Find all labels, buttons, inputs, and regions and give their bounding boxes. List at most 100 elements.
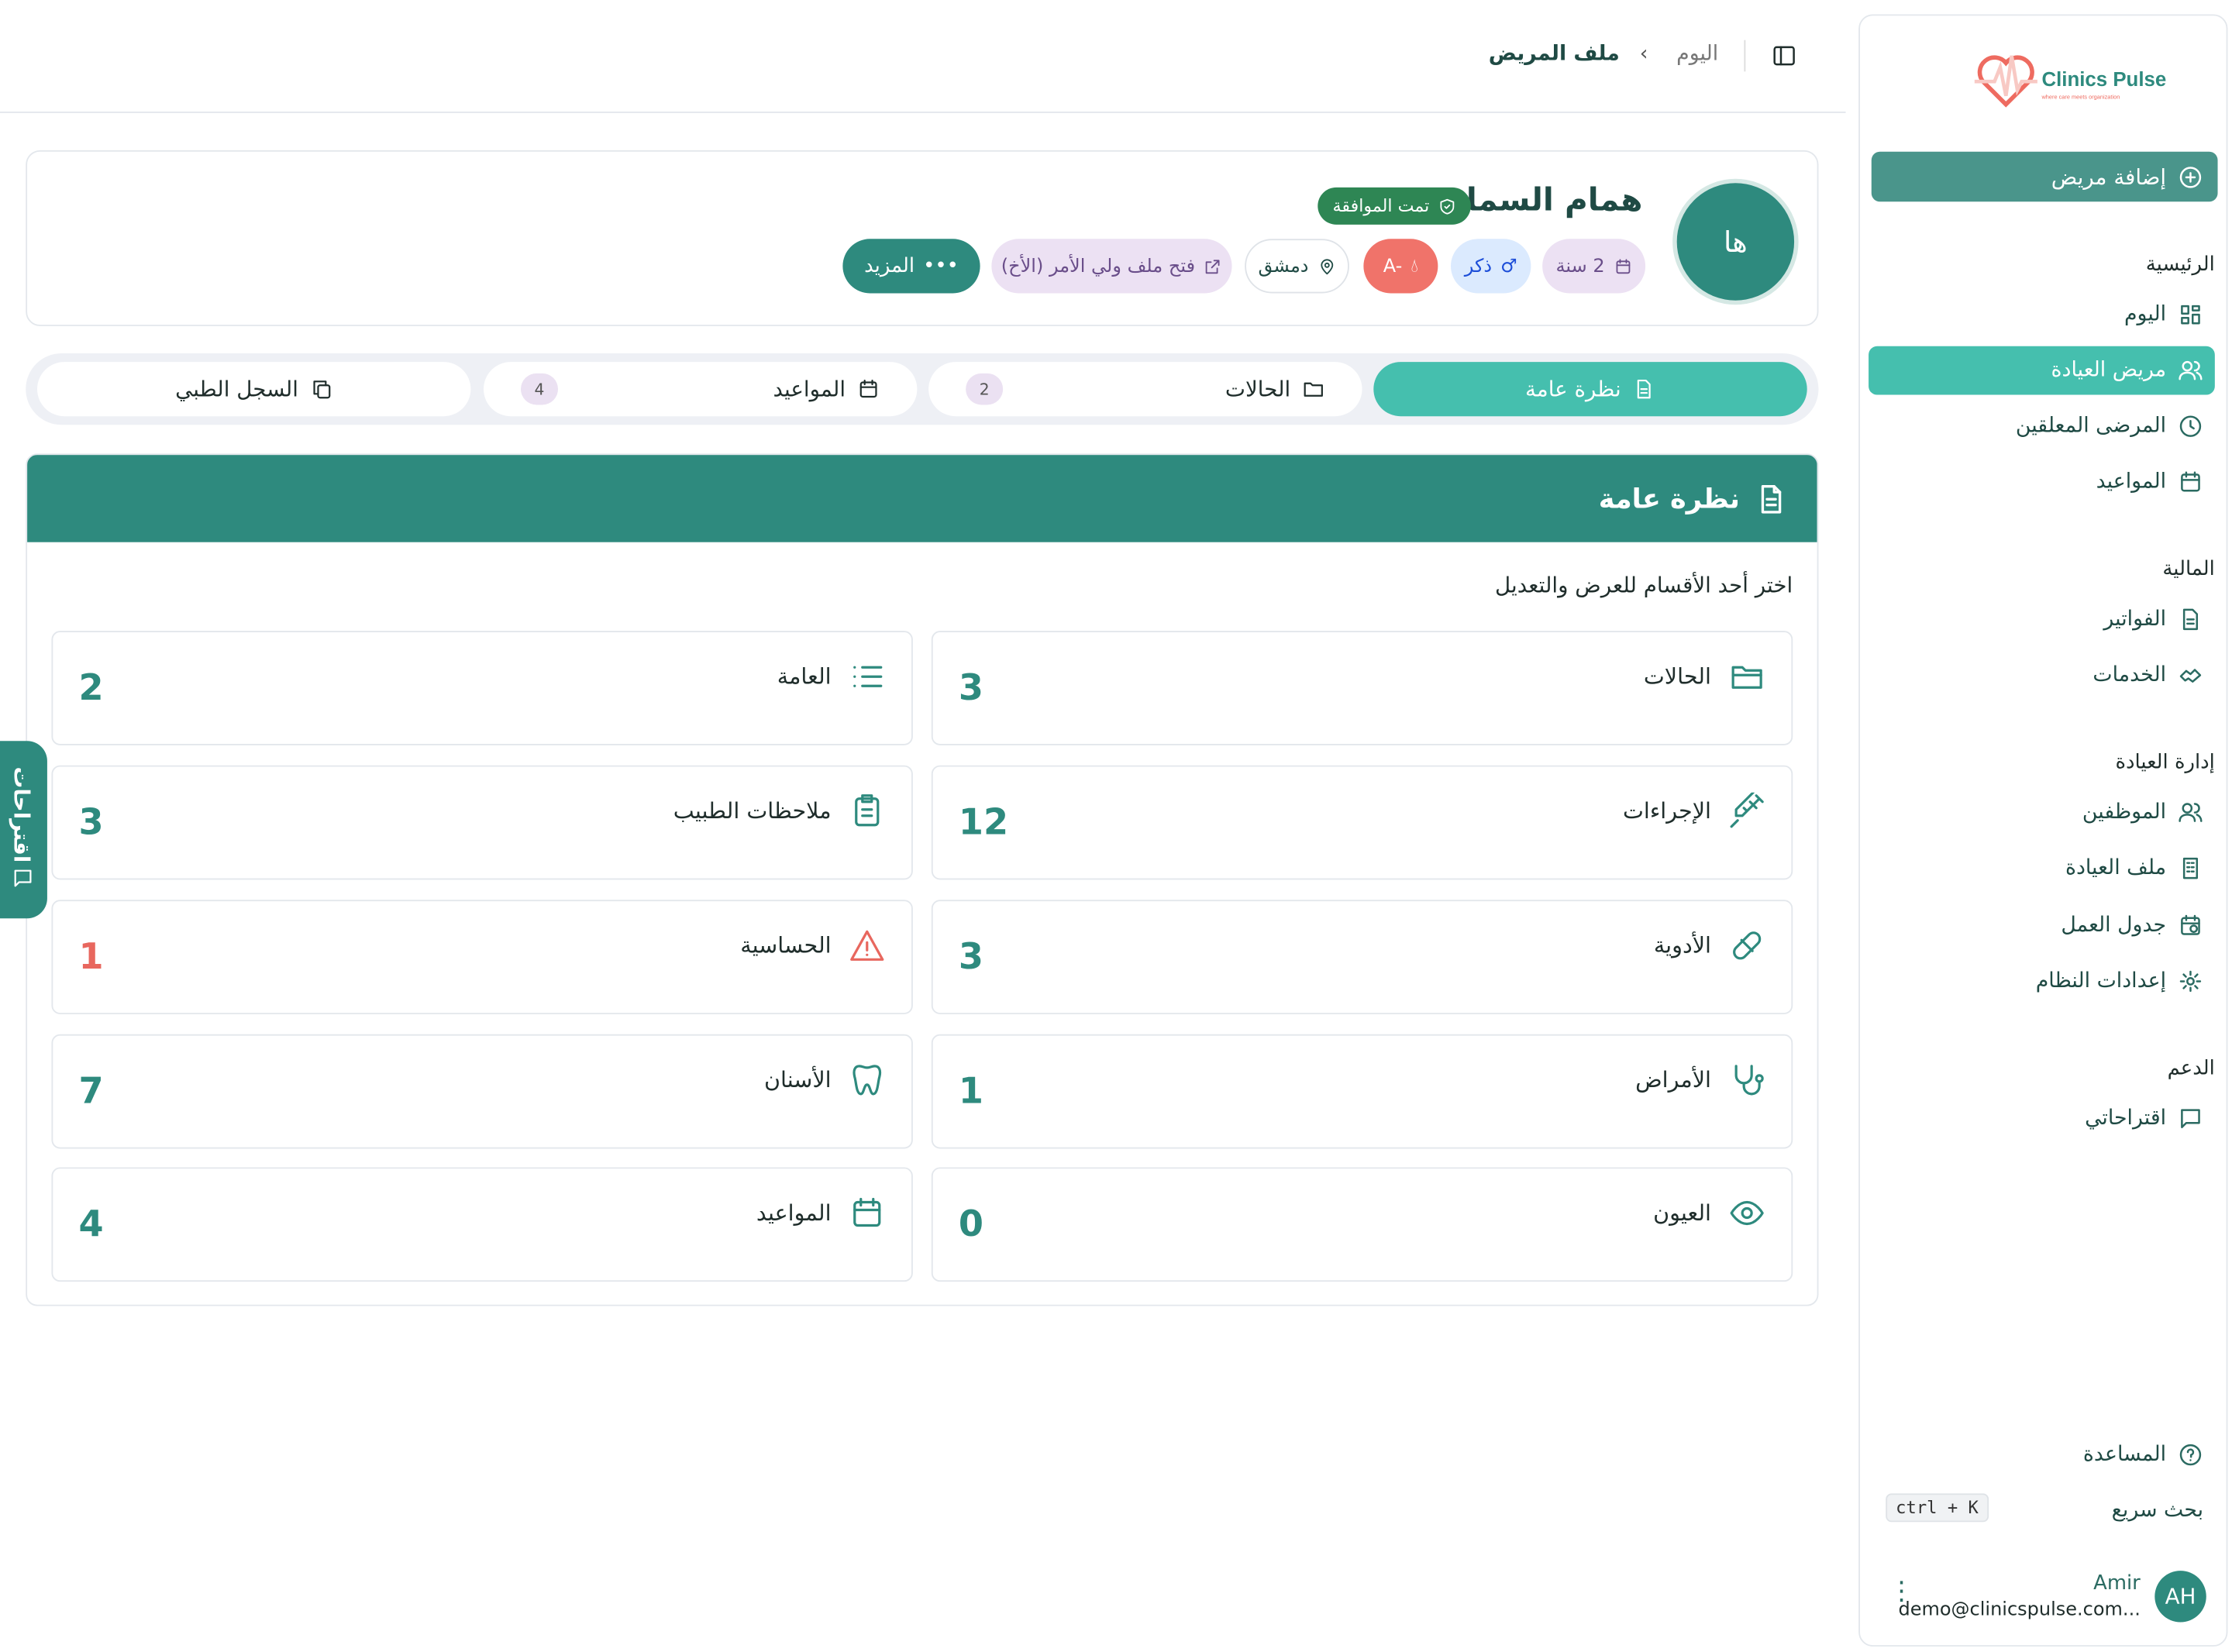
external-link-icon (1206, 259, 1221, 274)
tooth-icon (852, 1065, 882, 1096)
overview-card[interactable]: الحساسية 1 (51, 900, 913, 1014)
sidebar-item-my-suggestions[interactable]: اقتراحاتي (1869, 1094, 2215, 1143)
tab-medical-record[interactable]: السجل الطبي (36, 362, 471, 417)
handshake-icon (2179, 669, 2202, 683)
tab-overview[interactable]: نظرة عامة (1373, 362, 1807, 417)
sidebar-item-services[interactable]: الخدمات (1869, 651, 2215, 700)
gender-badge: ♂ ذكر (1450, 239, 1531, 294)
file-icon (1637, 379, 1651, 399)
heart-pulse-icon: Clinics Pulse where care meets organizat… (1974, 55, 2166, 108)
kebab-menu-icon[interactable]: ⋮ (1888, 1576, 1915, 1607)
card-label: الأسنان (763, 1067, 832, 1093)
overview-card[interactable]: المواعيد 4 (51, 1167, 913, 1282)
sidebar-item-label: اليوم (2124, 303, 2167, 326)
tab-label: السجل الطبي (175, 376, 298, 402)
sidebar: Clinics Pulse where care meets organizat… (1858, 14, 2228, 1647)
card-label: العيون (1653, 1199, 1711, 1227)
clipboard-icon (855, 794, 880, 827)
add-patient-button[interactable]: إضافة مريض (1871, 151, 2218, 202)
suggestions-side-tab[interactable]: اقتراحات (0, 741, 47, 919)
card-count: 3 (958, 935, 984, 977)
file-icon (2182, 608, 2199, 631)
card-header: الحساسية (740, 927, 885, 964)
top-header: ملف المريض ‹ اليوم (0, 0, 1846, 113)
overview-card[interactable]: الأسنان 7 (51, 1034, 913, 1149)
warning-icon (850, 930, 884, 961)
card-header: الأدوية (1654, 927, 1765, 964)
card-count: 7 (78, 1069, 104, 1112)
card-header: العامة (777, 658, 886, 695)
card-count: 1 (958, 1069, 984, 1112)
sidebar-item-clinic-patients[interactable]: مريض العيادة (1869, 346, 2215, 395)
section-title-main: الرئيسية (2145, 253, 2215, 277)
quick-search-link[interactable]: بحث سريع (1869, 1486, 2215, 1535)
overview-card[interactable]: العيون 0 (931, 1167, 1793, 1282)
message-icon (14, 869, 32, 887)
map-pin-icon (1320, 258, 1333, 274)
calendar-icon (1615, 258, 1630, 274)
more-label: المزيد (864, 254, 915, 278)
help-link[interactable]: المساعدة (1869, 1430, 2215, 1479)
city-label: دمشق (1258, 255, 1309, 277)
divider (1744, 40, 1746, 72)
card-header: الأمراض (1635, 1062, 1765, 1099)
stethoscope-icon (1734, 1065, 1764, 1096)
tab-appointments[interactable]: المواعيد 4 (483, 362, 918, 417)
more-button[interactable]: ••• المزيد (842, 239, 980, 294)
sidebar-item-today[interactable]: اليوم (1869, 291, 2215, 339)
copy-icon (312, 380, 330, 399)
sidebar-item-label: الموظفين (2082, 800, 2167, 824)
overview-card[interactable]: الأمراض 1 (931, 1034, 1793, 1149)
sidebar-item-clinic-profile[interactable]: ملف العيادة (1869, 844, 2215, 893)
more-dots-icon: ••• (923, 254, 959, 278)
overview-card[interactable]: العامة 2 (51, 631, 913, 745)
section-title-support: الدعم (2167, 1057, 2215, 1080)
open-guardian-profile-link[interactable]: فتح ملف ولي الأمر (الأخ) (991, 239, 1232, 294)
sidebar-item-label: اقتراحاتي (2085, 1106, 2167, 1131)
overview-card[interactable]: الحالات 3 (931, 631, 1793, 745)
city-badge: دمشق (1245, 239, 1349, 294)
message-icon (2181, 1109, 2200, 1129)
users-icon (2179, 360, 2203, 380)
overview-card[interactable]: الإجراءات 12 (931, 765, 1793, 880)
patient-tabs: نظرة عامة الحالات 2 المواعيد 4 السجل الط… (26, 353, 1819, 425)
blood-drop-icon: 💧︎ (1410, 255, 1418, 277)
overview-card[interactable]: ملاحظات الطبيب 3 (51, 765, 913, 880)
blood-label: A- (1383, 255, 1403, 277)
tab-cases[interactable]: الحالات 2 (928, 362, 1362, 417)
count-badge: 2 (966, 373, 1004, 405)
card-label: ملاحظات الطبيب (673, 798, 832, 824)
help-circle-icon (2179, 1444, 2202, 1466)
card-label: الإجراءات (1622, 798, 1711, 824)
overview-subtitle: اختر أحد الأقسام للعرض والتعديل (1495, 572, 1793, 598)
sidebar-item-system-settings[interactable]: إعدادات النظام (1869, 957, 2215, 1006)
sidebar-item-work-schedule[interactable]: جدول العمل (1869, 901, 2215, 950)
brand-logo[interactable]: Clinics Pulse where care meets organizat… (1974, 47, 2175, 110)
user-avatar[interactable]: AH (2154, 1571, 2206, 1623)
sidebar-item-pending-patients[interactable]: المرضى المعلقين (1869, 402, 2215, 451)
overview-card[interactable]: الأدوية 3 (931, 900, 1793, 1014)
sidebar-item-invoices[interactable]: الفواتير (1869, 595, 2215, 644)
user-name: Amir (2093, 1571, 2141, 1595)
tab-label: الحالات (1224, 376, 1291, 402)
section-title-finance: المالية (2162, 557, 2215, 581)
sidebar-item-label: جدول العمل (2061, 914, 2167, 938)
add-patient-label: إضافة مريض (2051, 163, 2167, 190)
plus-circle-icon (2179, 166, 2202, 188)
status-label: تمت الموافقة (1332, 195, 1430, 216)
eye-icon (1730, 1200, 1764, 1226)
tab-label: المواعيد (773, 376, 846, 402)
users-icon (2179, 803, 2203, 822)
patient-avatar: ها (1672, 178, 1799, 305)
breadcrumb-today[interactable]: اليوم (1676, 43, 1719, 66)
sidebar-item-appointments[interactable]: المواعيد (1869, 458, 2215, 507)
patient-profile-card: ها همام السمان تمت الموافقة 2 سنة ♂ ذكر … (26, 150, 1819, 326)
list-icon (853, 666, 883, 687)
sidebar-item-staff[interactable]: الموظفين (1869, 788, 2215, 837)
sidebar-item-label: المواعيد (2096, 470, 2167, 494)
file-text-icon (1761, 484, 1782, 513)
tab-label: نظرة عامة (1525, 376, 1621, 402)
chevron-left-icon: ‹ (1639, 43, 1648, 66)
sidebar-toggle-icon[interactable] (1772, 43, 1797, 68)
card-label: الحالات (1643, 663, 1711, 690)
